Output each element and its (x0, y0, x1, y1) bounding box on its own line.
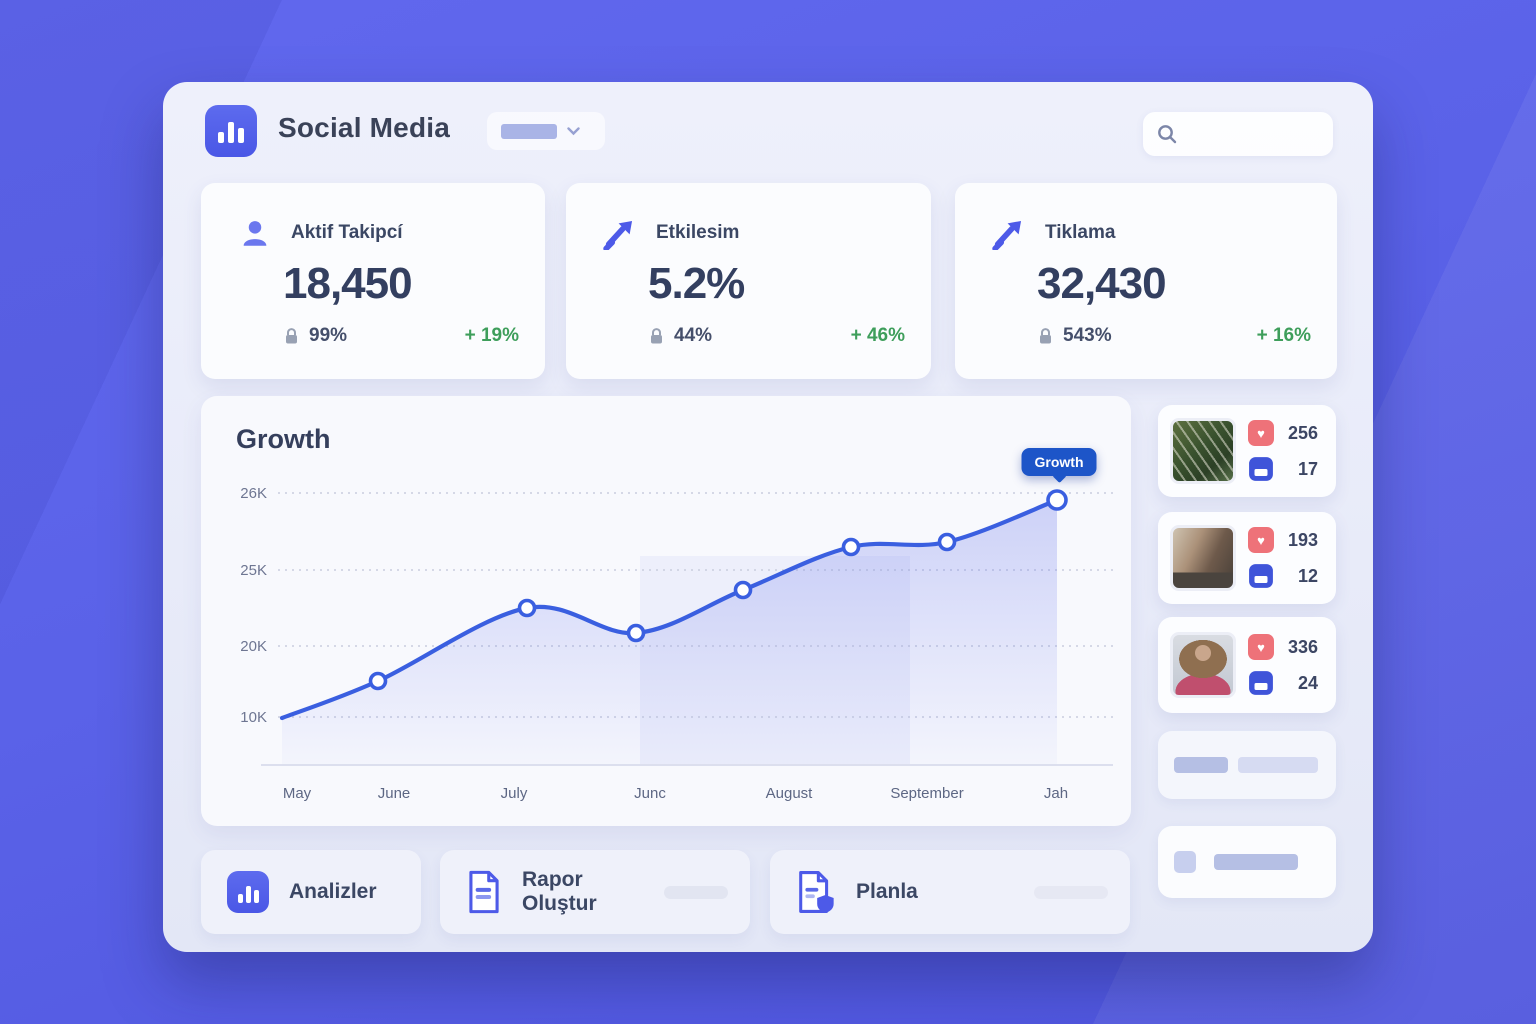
svg-text:July: July (501, 785, 528, 802)
post-thumbnail (1170, 418, 1236, 484)
post-list-item[interactable]: ♥ 336 24 (1158, 617, 1336, 713)
action-label: Analizler (289, 880, 377, 903)
lock-icon (286, 327, 297, 343)
likes-count: 256 (1288, 422, 1319, 443)
placeholder-bar (1214, 854, 1298, 870)
document-icon (466, 870, 502, 914)
svg-text:August: August (766, 785, 814, 802)
growth-chart-card: Growth 26K 25K 20K 10K May June July Junc August… (201, 396, 1131, 826)
placeholder-pill (1034, 885, 1108, 899)
lock-icon (651, 327, 662, 343)
stat-card-etkilesim[interactable]: Etkilesim 5.2% 44% + 46% (566, 183, 931, 379)
analizler-button[interactable]: Analizler (201, 850, 421, 934)
saves-tray-icon (1248, 456, 1274, 482)
user-icon (235, 213, 275, 253)
stat-label: Etkilesim (656, 222, 740, 243)
chevron-down-icon (567, 126, 580, 135)
growth-line-chart: 26K 25K 20K 10K May June July Junc August Septemb… (240, 485, 1113, 802)
svg-text:June: June (378, 785, 411, 802)
likes-count: 336 (1288, 636, 1319, 657)
svg-text:20K: 20K (240, 638, 267, 655)
placeholder-bar (1238, 757, 1318, 773)
action-label: Rapor Oluştur (522, 868, 597, 915)
post-thumbnail (1170, 525, 1236, 591)
stat-value: 18,450 (283, 259, 413, 308)
post-list-item[interactable]: ♥ 256 17 (1158, 405, 1336, 497)
saves-tray-icon (1248, 563, 1274, 589)
placeholder-pill (664, 885, 728, 899)
saves-count: 12 (1298, 565, 1319, 586)
svg-text:September: September (890, 785, 963, 802)
likes-count: 193 (1288, 529, 1319, 550)
search-input[interactable] (1143, 112, 1333, 156)
app-title: Social Media (278, 112, 451, 143)
trend-up-icon (600, 213, 640, 253)
placeholder-card (1158, 731, 1336, 799)
stat-card-aktif-takipci[interactable]: Aktif Takipcí 18,450 99% + 19% (201, 183, 545, 379)
svg-text:Jah: Jah (1044, 785, 1068, 802)
dropdown-placeholder-pill (501, 123, 557, 139)
svg-text:Junc: Junc (634, 785, 666, 802)
stat-card-tiklama[interactable]: Tiklama 32,430 543% + 16% (955, 183, 1337, 379)
saves-tray-icon (1248, 670, 1274, 696)
planla-button[interactable]: Planla (770, 850, 1130, 934)
trend-up-icon (989, 213, 1029, 253)
svg-text:26K: 26K (240, 485, 267, 502)
svg-text:25K: 25K (240, 562, 267, 579)
stat-label: Aktif Takipcí (291, 222, 403, 243)
stat-delta: + 16% (1256, 325, 1311, 346)
svg-text:May: May (283, 785, 312, 802)
bar-chart-icon (227, 871, 269, 913)
header-dropdown[interactable] (487, 112, 605, 150)
likes-heart-icon: ♥ (1248, 420, 1274, 446)
rapor-olustur-button[interactable]: Rapor Oluştur (440, 850, 750, 934)
search-icon (1158, 125, 1177, 144)
stat-secondary: 543% (1063, 325, 1112, 346)
lock-icon (1040, 327, 1051, 343)
stat-value: 32,430 (1037, 259, 1167, 308)
document-shield-icon (796, 870, 836, 914)
saves-count: 24 (1298, 672, 1319, 693)
stat-delta: + 19% (464, 325, 519, 346)
stat-delta: + 46% (850, 325, 905, 346)
stat-secondary: 99% (309, 325, 348, 346)
chart-tooltip: Growth (1021, 448, 1097, 476)
likes-heart-icon: ♥ (1248, 634, 1274, 660)
dashboard-panel: Social Media Aktif Takipcí 18,450 (163, 82, 1373, 952)
post-list-item[interactable]: ♥ 193 12 (1158, 512, 1336, 604)
post-thumbnail (1170, 632, 1236, 698)
app-logo-bar-chart-icon (205, 105, 257, 157)
placeholder-square (1174, 851, 1196, 873)
stat-secondary: 44% (674, 325, 713, 346)
placeholder-bar (1174, 757, 1228, 773)
likes-heart-icon: ♥ (1248, 527, 1274, 553)
stat-label: Tiklama (1045, 222, 1116, 243)
saves-count: 17 (1298, 458, 1319, 479)
stat-value: 5.2% (648, 259, 745, 308)
action-label: Planla (856, 880, 918, 903)
svg-text:10K: 10K (240, 709, 267, 726)
chart-title: Growth (236, 424, 331, 454)
placeholder-card (1158, 826, 1336, 898)
